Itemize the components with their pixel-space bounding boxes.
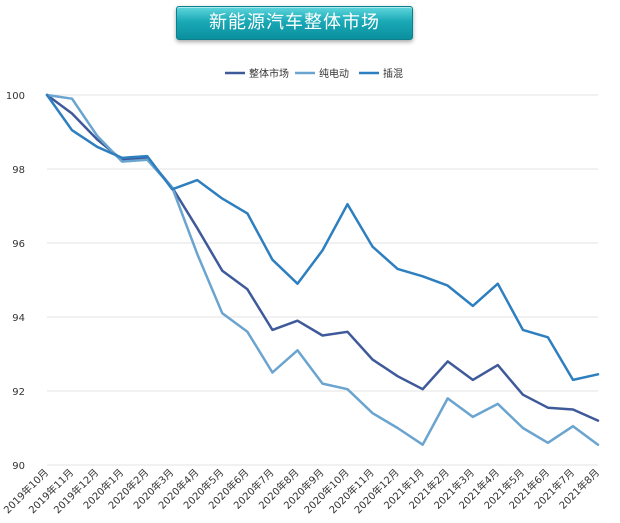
series-line-0 bbox=[45, 93, 600, 422]
legend: 整体市场 纯电动 插混 bbox=[225, 67, 403, 80]
series-line-1 bbox=[45, 93, 600, 446]
chart-title: 新能源汽车整体市场 bbox=[176, 6, 413, 40]
legend-label: 纯电动 bbox=[319, 67, 349, 80]
series-lines bbox=[45, 93, 600, 446]
y-tick-label: 94 bbox=[12, 313, 25, 324]
y-tick-label: 96 bbox=[12, 239, 25, 250]
legend-label: 整体市场 bbox=[249, 67, 289, 80]
legend-label: 插混 bbox=[383, 67, 403, 80]
y-tick-label: 100 bbox=[6, 91, 25, 102]
y-tick-label: 92 bbox=[12, 387, 25, 398]
y-tick-label: 98 bbox=[12, 165, 25, 176]
y-axis-ticks: 90 92 94 96 98 100 bbox=[6, 91, 25, 472]
gridlines bbox=[47, 94, 598, 466]
x-axis-ticks: 2019年10月2019年11月2019年12月2020年1月2020年2月20… bbox=[1, 466, 602, 516]
y-tick-label: 90 bbox=[12, 461, 25, 472]
series-line-2 bbox=[45, 93, 600, 382]
